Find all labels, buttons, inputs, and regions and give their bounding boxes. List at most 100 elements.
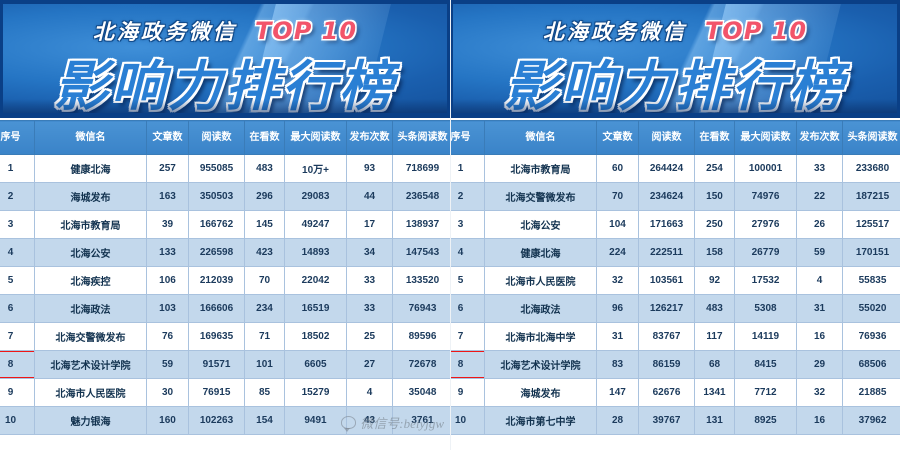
row-index: 7 [450,322,485,351]
right-banner-line2: 影响力排行榜 [453,42,897,113]
row-index: 3 [450,210,485,239]
col-name: 微信名 [484,120,597,155]
col-articles: 文章数 [596,120,639,155]
row-max-reads: 29083 [284,182,347,211]
row-index: 1 [450,154,485,183]
highlight-border-bottom [450,377,484,378]
row-headline-reads: 35048 [392,378,450,407]
row-posts: 4 [346,378,393,407]
row-watching: 92 [694,266,735,295]
row-articles: 257 [146,154,189,183]
row-posts: 22 [796,182,843,211]
row-posts: 26 [796,210,843,239]
row-max-reads: 16519 [284,294,347,323]
col-max-reads: 最大阅读数 [284,120,347,155]
row-account-name: 健康北海 [484,238,597,267]
row-headline-reads: 147543 [392,238,450,267]
left-table-body: 1健康北海25795508548310万+937186991035-2海城发布1… [0,154,450,435]
row-reads: 166606 [188,294,245,323]
highlight-border-top [450,351,484,352]
table-row: 6北海政法96126217483530831550206963 [450,294,900,323]
row-posts: 16 [796,406,843,435]
table-row: 7北海交警微发布7616963571185022589596728- [0,322,450,351]
row-max-reads: 17532 [734,266,797,295]
row-articles: 70 [596,182,639,211]
row-articles: 76 [146,322,189,351]
row-articles: 224 [596,238,639,267]
table-row: 9海城发布147626761341771232218856082 [450,378,900,407]
row-headline-reads: 37962 [842,406,900,435]
row-index: 3 [0,210,35,239]
row-max-reads: 8415 [734,350,797,379]
col-posts: 发布次数 [796,120,843,155]
col-reads: 阅读数 [638,120,695,155]
row-watching: 71 [244,322,285,351]
row-headline-reads: 718699 [392,154,450,183]
row-articles: 28 [596,406,639,435]
col-articles: 文章数 [146,120,189,155]
table-row: 9北海市人民医院307691585152794350486565 [0,378,450,407]
left-banner: 北海政务微信 TOP 10 影响力排行榜 [0,0,450,118]
row-reads: 234624 [638,182,695,211]
highlight-border-top [0,351,34,352]
row-max-reads: 15279 [284,378,347,407]
row-headline-reads: 55835 [842,266,900,295]
right-banner-inner: 北海政务微信 TOP 10 影响力排行榜 [453,4,897,113]
banner-subtitle: 北海政务微信 [92,19,237,44]
row-headline-reads: 55020 [842,294,900,323]
row-watching: 70 [244,266,285,295]
row-account-name: 北海政法 [484,294,597,323]
row-index: 10 [450,406,485,435]
row-articles: 147 [596,378,639,407]
row-articles: 59 [146,350,189,379]
row-max-reads: 5308 [734,294,797,323]
row-articles: 39 [146,210,189,239]
row-posts: 29 [796,350,843,379]
col-index: 序号 [450,120,485,155]
row-headline-reads: 21885 [842,378,900,407]
table-row: 8北海艺术设计学院5991571101660527726786568 [0,350,450,379]
row-account-name: 北海市教育局 [484,154,597,183]
row-index: 9 [450,378,485,407]
row-watching: 101 [244,350,285,379]
banner-title: 影响力排行榜 [54,54,396,113]
row-reads: 350503 [188,182,245,211]
right-table-body: 1北海市教育局6026442425410000133233680882-2北海交… [450,154,900,435]
row-watching: 483 [244,154,285,183]
row-account-name: 北海市第七中学 [484,406,597,435]
row-watching: 483 [694,294,735,323]
row-index: 8 [0,350,35,379]
row-max-reads: 6605 [284,350,347,379]
row-reads: 166762 [188,210,245,239]
row-max-reads: 26779 [734,238,797,267]
row-max-reads: 18502 [284,322,347,351]
row-posts: 31 [796,294,843,323]
row-max-reads: 14893 [284,238,347,267]
row-headline-reads: 72678 [392,350,450,379]
row-articles: 104 [596,210,639,239]
row-articles: 96 [596,294,639,323]
col-name: 微信名 [34,120,147,155]
row-posts: 44 [346,182,393,211]
row-max-reads: 14119 [734,322,797,351]
row-posts: 32 [796,378,843,407]
row-reads: 102263 [188,406,245,435]
left-ranking-table: 序号 微信名 文章数 阅读数 在看数 最大阅读数 发布次数 头条阅读数 WCI … [0,120,450,435]
row-account-name: 海城发布 [34,182,147,211]
row-index: 4 [450,238,485,267]
right-table-header-row: 序号 微信名 文章数 阅读数 在看数 最大阅读数 发布次数 头条阅读数 WCI … [450,120,900,155]
row-articles: 163 [146,182,189,211]
row-posts: 25 [346,322,393,351]
row-reads: 39767 [638,406,695,435]
row-index: 4 [0,238,35,267]
row-index: 6 [450,294,485,323]
row-articles: 31 [596,322,639,351]
row-max-reads: 74976 [734,182,797,211]
row-headline-reads: 76936 [842,322,900,351]
row-account-name: 健康北海 [34,154,147,183]
row-max-reads: 10万+ [284,154,347,183]
row-index: 10 [0,406,35,435]
row-headline-reads: 138937 [392,210,450,239]
table-row: 2海城发布1633505032962908344236548849- [0,182,450,211]
row-reads: 91571 [188,350,245,379]
